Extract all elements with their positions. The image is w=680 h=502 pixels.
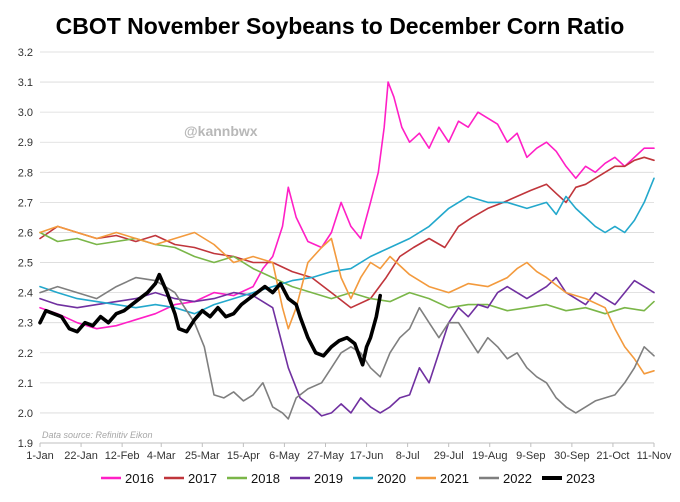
x-tick-label: 1-Jan <box>26 450 54 462</box>
legend-label-2020: 2020 <box>377 471 406 486</box>
x-tick-label: 8-Jul <box>396 450 420 462</box>
chart-title: CBOT November Soybeans to December Corn … <box>56 13 625 39</box>
legend-label-2022: 2022 <box>503 471 532 486</box>
x-tick-label: 4-Mar <box>147 450 176 462</box>
x-tick-label: 15-Apr <box>227 450 260 462</box>
legend-label-2017: 2017 <box>188 471 217 486</box>
legend-label-2023: 2023 <box>566 471 595 486</box>
x-tick-label: 17-Jun <box>350 450 384 462</box>
series-lines <box>38 81 655 420</box>
legend-label-2016: 2016 <box>125 471 154 486</box>
x-axis-ticks: 1-Jan 22-Jan 12-Feb 4-Mar 25-Mar 15-Apr 6-May 2… <box>26 443 672 462</box>
series-line-2016 <box>39 81 655 330</box>
x-tick-label: 30-Sep <box>554 450 589 462</box>
legend: 2016 2017 2018 2019 2020 2021 2022 2023 <box>101 471 595 486</box>
y-tick-label: 3.1 <box>18 77 33 89</box>
x-tick-label: 22-Jan <box>64 450 98 462</box>
series-line-2022 <box>39 276 655 420</box>
x-tick-label: 11-Nov <box>637 450 672 462</box>
y-tick-label: 2.9 <box>18 137 33 149</box>
y-tick-label: 2.7 <box>18 197 33 209</box>
series-line-2017 <box>39 156 655 309</box>
legend-label-2021: 2021 <box>440 471 469 486</box>
y-tick-label: 1.9 <box>18 438 33 450</box>
x-tick-label: 12-Feb <box>105 450 140 462</box>
legend-label-2018: 2018 <box>251 471 280 486</box>
x-tick-label: 6-May <box>269 450 300 462</box>
y-tick-label: 2.0 <box>18 408 33 420</box>
watermark: @kannbwx <box>184 123 258 139</box>
y-tick-label: 2.3 <box>18 318 33 330</box>
series-line-2019 <box>39 276 655 417</box>
x-tick-label: 27-May <box>307 450 344 462</box>
y-tick-label: 2.2 <box>18 348 33 360</box>
x-tick-label: 25-Mar <box>185 450 220 462</box>
x-tick-label: 19-Aug <box>472 450 507 462</box>
y-tick-label: 2.6 <box>18 227 33 239</box>
x-tick-label: 21-Oct <box>596 450 629 462</box>
series-line-2020 <box>39 177 655 315</box>
series-line-2018 <box>39 231 655 315</box>
y-tick-label: 3.0 <box>18 107 33 119</box>
x-tick-label: 9-Sep <box>516 450 545 462</box>
x-tick-label: 29-Jul <box>434 450 464 462</box>
y-axis-ticks: 1.9 2.0 2.1 2.2 2.3 2.4 2.5 2.6 2.7 2.8 2.9 3.0 3.1 3… <box>18 47 33 450</box>
data-source-note: Data source: Refinitiv Eikon <box>42 430 153 440</box>
y-tick-label: 2.1 <box>18 378 33 390</box>
y-tick-label: 2.4 <box>18 288 33 300</box>
y-tick-label: 2.8 <box>18 167 33 179</box>
series-line-2021 <box>39 225 655 375</box>
y-tick-label: 3.2 <box>18 47 33 59</box>
series-line-2023 <box>38 272 383 367</box>
legend-label-2019: 2019 <box>314 471 343 486</box>
gridlines <box>40 51 654 444</box>
y-tick-label: 2.5 <box>18 258 33 270</box>
